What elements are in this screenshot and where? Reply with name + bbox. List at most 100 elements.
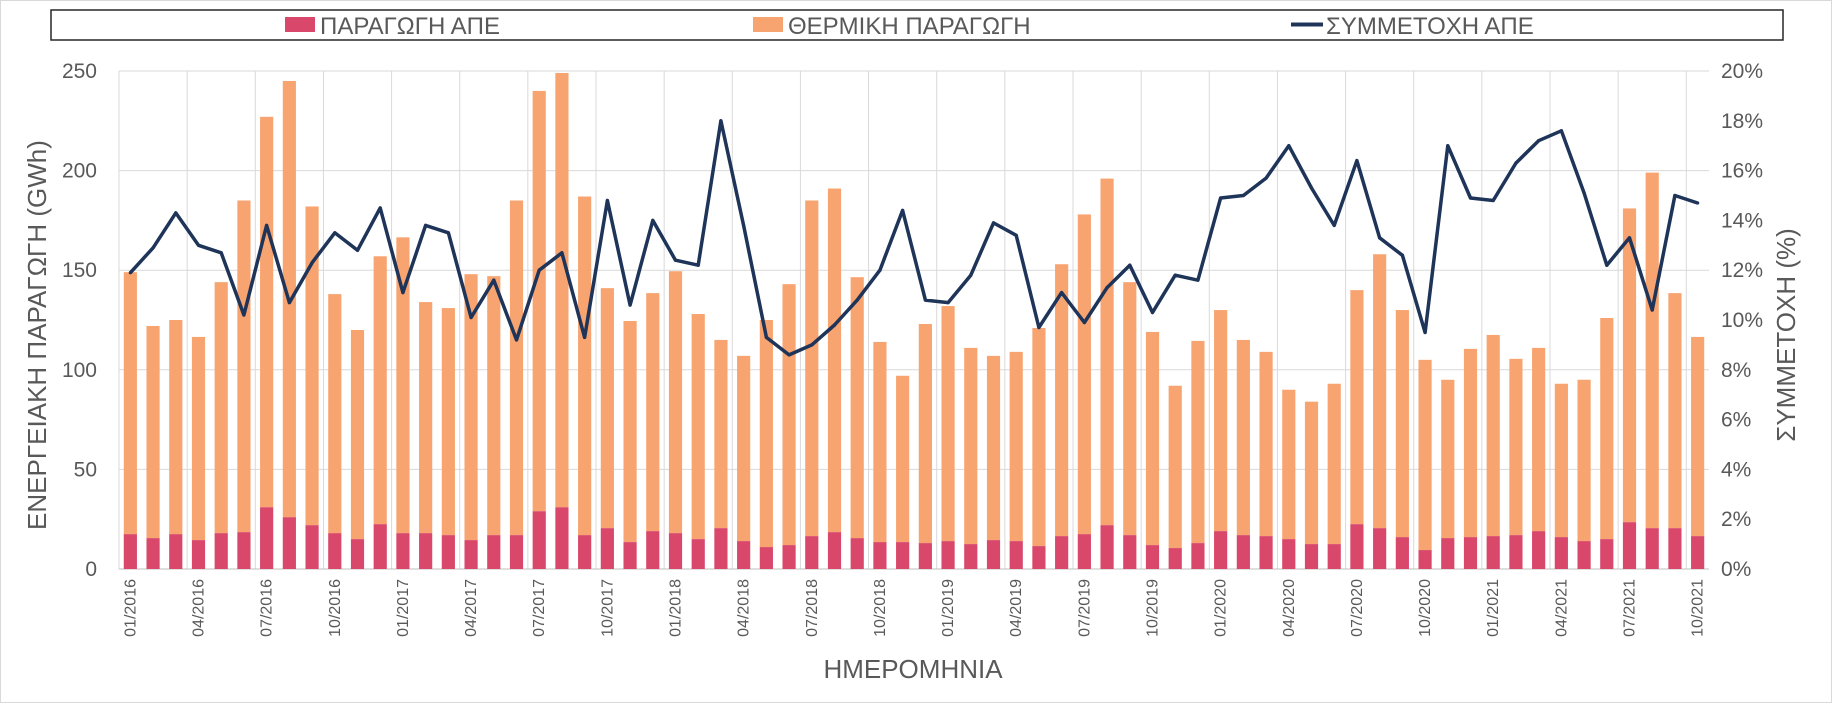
thermal-bar bbox=[1532, 347, 1546, 532]
legend-box bbox=[50, 9, 1784, 41]
share-point bbox=[469, 315, 473, 320]
y-tick-label: 250 bbox=[62, 60, 97, 83]
x-tick-label: 04/2020 bbox=[1281, 579, 1298, 637]
share-point bbox=[1309, 186, 1314, 190]
thermal-bar bbox=[964, 347, 978, 545]
y-tick-label: 50 bbox=[74, 458, 97, 481]
share-point bbox=[265, 223, 269, 227]
res-bar bbox=[1259, 536, 1273, 569]
res-bar bbox=[1463, 537, 1478, 569]
res-bar bbox=[1600, 539, 1614, 569]
res-bar bbox=[260, 507, 274, 569]
share-point bbox=[128, 271, 132, 275]
share-point bbox=[651, 218, 655, 222]
share-point bbox=[174, 211, 178, 215]
res-bar bbox=[805, 536, 819, 569]
share-point bbox=[196, 243, 201, 247]
y-tick-label: 150 bbox=[62, 259, 97, 282]
res-bar bbox=[1418, 550, 1432, 569]
share-point bbox=[424, 223, 428, 227]
thermal-bar bbox=[1441, 379, 1455, 539]
res-bar bbox=[941, 541, 955, 569]
res-bar bbox=[419, 533, 433, 569]
res-bar bbox=[532, 511, 546, 569]
y2-tick-label: 14% bbox=[1721, 209, 1763, 232]
share-point bbox=[1468, 196, 1473, 200]
x-tick-label: 10/2019 bbox=[1145, 579, 1162, 637]
thermal-bar bbox=[1418, 359, 1432, 551]
thermal-bar bbox=[714, 339, 728, 529]
share-point bbox=[696, 263, 700, 267]
y2-tick-label: 8% bbox=[1721, 359, 1751, 382]
res-bar bbox=[237, 532, 251, 569]
legend-label-res: ΠΑΡΑΓΩΓΗ ΑΠΕ bbox=[320, 13, 500, 40]
x-tick-label: 07/2016 bbox=[259, 579, 276, 637]
x-tick-label: 07/2020 bbox=[1349, 579, 1366, 637]
res-bar bbox=[873, 542, 887, 569]
x-tick-label: 10/2018 bbox=[872, 579, 889, 637]
res-bar bbox=[1668, 528, 1682, 569]
share-point bbox=[742, 223, 746, 227]
res-bar bbox=[1486, 536, 1500, 569]
thermal-bar bbox=[827, 188, 842, 533]
x-tick-label: 01/2020 bbox=[1213, 579, 1230, 637]
legend-swatch-thermal bbox=[753, 17, 783, 32]
thermal-bar bbox=[1395, 310, 1409, 538]
res-bar bbox=[964, 544, 978, 569]
y2-tick-label: 6% bbox=[1721, 409, 1751, 432]
x-tick-label: 01/2018 bbox=[668, 579, 685, 637]
share-point bbox=[946, 300, 950, 305]
thermal-bar bbox=[646, 293, 660, 532]
thermal-bar bbox=[1123, 282, 1137, 536]
res-bar bbox=[1168, 548, 1182, 569]
share-point bbox=[333, 231, 337, 235]
share-point bbox=[1514, 161, 1518, 165]
y2-tick-label: 16% bbox=[1721, 160, 1763, 183]
thermal-bar bbox=[578, 196, 592, 536]
res-bar bbox=[646, 531, 660, 569]
x-tick-label: 04/2016 bbox=[191, 579, 208, 637]
share-point bbox=[991, 221, 996, 225]
x-tick-label: 10/2020 bbox=[1417, 579, 1434, 637]
thermal-bar bbox=[1327, 383, 1341, 545]
res-bar bbox=[578, 535, 592, 569]
y2-tick-label: 20% bbox=[1721, 60, 1763, 83]
res-bar bbox=[1282, 539, 1296, 569]
res-bar bbox=[1691, 536, 1705, 569]
y2-tick-label: 2% bbox=[1721, 508, 1751, 531]
res-bar bbox=[668, 533, 683, 569]
share-point bbox=[810, 343, 814, 347]
thermal-bar bbox=[1259, 351, 1273, 537]
thermal-bar bbox=[509, 200, 524, 536]
share-point bbox=[764, 335, 768, 340]
thermal-bar bbox=[668, 271, 683, 534]
y2-tick-label: 0% bbox=[1721, 558, 1751, 581]
thermal-bar bbox=[350, 329, 365, 540]
share-point bbox=[1196, 278, 1200, 282]
thermal-bar bbox=[1463, 348, 1478, 538]
res-bar bbox=[1123, 535, 1137, 569]
res-bar bbox=[282, 517, 296, 569]
share-point bbox=[1150, 310, 1155, 315]
thermal-bar bbox=[1577, 379, 1591, 542]
res-bar bbox=[1236, 535, 1250, 569]
share-point bbox=[1014, 233, 1018, 237]
thermal-bar bbox=[1350, 290, 1364, 525]
share-point bbox=[151, 246, 155, 250]
share-point bbox=[832, 323, 837, 327]
share-point bbox=[1650, 308, 1654, 312]
left-axis-ticks: 0 50 100 150 200 250 bbox=[62, 60, 97, 581]
share-point bbox=[537, 268, 541, 272]
x-tick-label: 04/2017 bbox=[463, 579, 480, 637]
share-point bbox=[1264, 176, 1268, 180]
x-tick-label: 07/2021 bbox=[1622, 579, 1639, 637]
share-point bbox=[1082, 320, 1086, 325]
thermal-bar bbox=[260, 116, 274, 508]
share-point bbox=[560, 251, 564, 255]
x-tick-label: 10/2016 bbox=[327, 579, 344, 637]
thermal-bar bbox=[532, 90, 546, 512]
share-point bbox=[1241, 193, 1245, 198]
share-point bbox=[401, 291, 405, 295]
thermal-bar bbox=[1214, 310, 1228, 532]
share-point bbox=[855, 298, 859, 302]
